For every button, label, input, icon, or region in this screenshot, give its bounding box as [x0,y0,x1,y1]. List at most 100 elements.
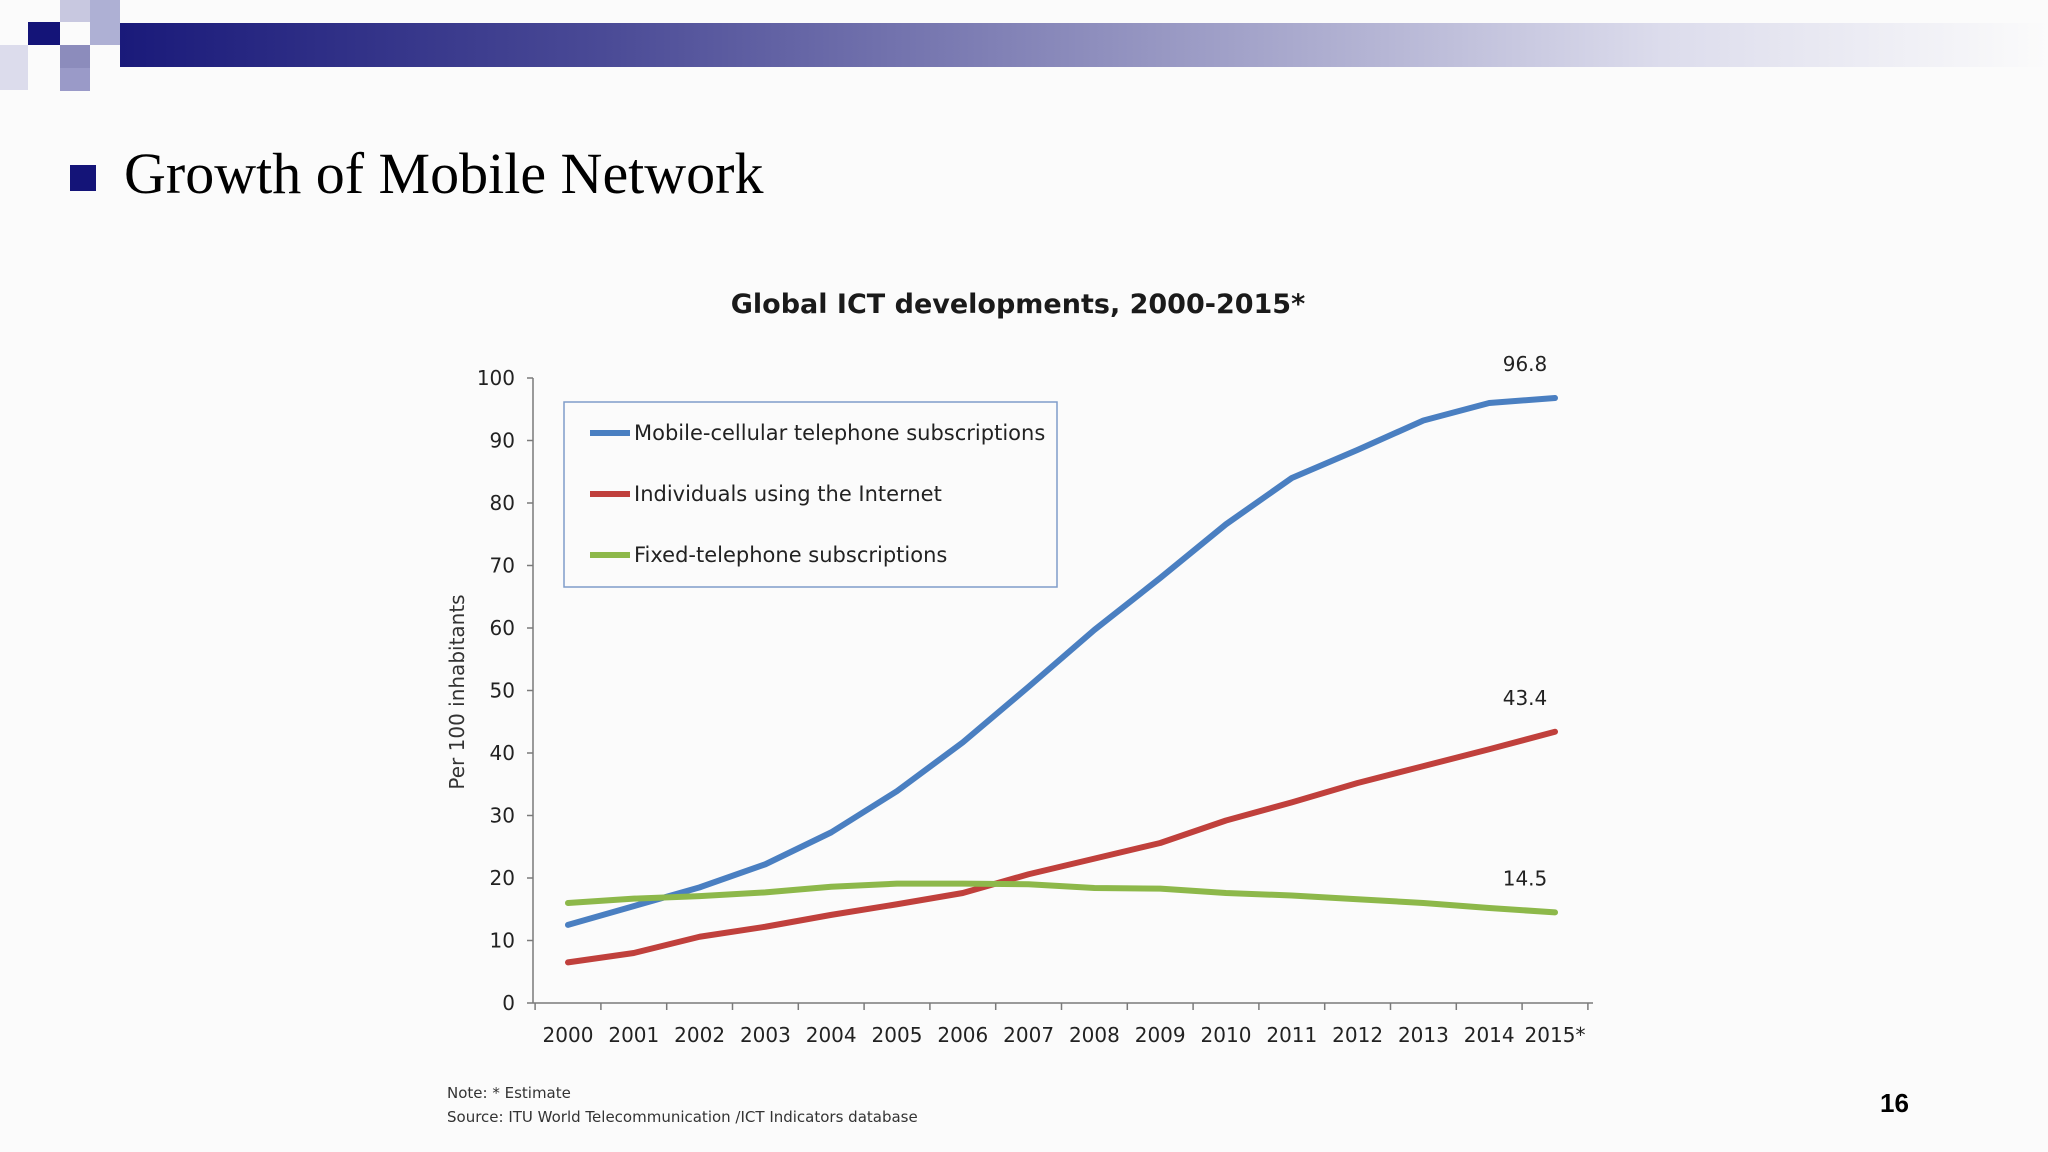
data-point [1091,627,1097,633]
data-point [697,884,703,890]
chart-source: Source: ITU World Telecommunication /ICT… [447,1108,918,1126]
chart-title: Global ICT developments, 2000-2015* [731,289,1305,320]
y-tick-label: 30 [490,804,515,828]
x-tick-label: 2003 [740,1023,791,1047]
decor-square [60,45,90,68]
data-point [828,829,834,835]
data-point [697,893,703,899]
series-line-0 [565,395,1558,928]
data-point [1420,418,1426,423]
data-point [1223,890,1229,896]
end-value-label: 96.8 [1503,352,1548,376]
x-tick-label: 2004 [806,1023,857,1047]
y-tick-label: 20 [490,866,515,890]
y-axis-label: Per 100 inhabitants [445,594,469,789]
bullet-square [70,165,96,191]
x-tick-label: 2001 [608,1023,659,1047]
x-tick-label: 2012 [1332,1023,1383,1047]
legend-box [563,401,1058,588]
end-value-label: 43.4 [1503,686,1548,710]
x-tick-label: 2005 [872,1023,923,1047]
legend: Mobile-cellular telephone subscriptions I… [563,401,1058,588]
data-point [1355,780,1361,786]
data-point [1289,475,1295,481]
data-point [960,881,966,887]
decor-square [90,0,120,45]
data-point [1026,881,1032,887]
y-tick-label: 50 [490,679,515,703]
data-point [960,739,966,745]
data-point [762,861,768,867]
decor-square [60,68,90,91]
data-point [1026,684,1032,690]
x-tick-label: 2010 [1201,1023,1252,1047]
data-point [828,912,834,918]
data-point [1026,871,1032,877]
data-point [1420,763,1426,769]
data-point [1486,746,1492,752]
x-tick-label: 2014 [1464,1023,1515,1047]
data-point [565,922,571,928]
x-tick-label: 2002 [674,1023,725,1047]
x-tick-label: 2011 [1266,1023,1317,1047]
chart-note: Note: * Estimate [447,1084,571,1102]
series-line-1 [565,728,1558,966]
series-line-2 [565,880,1558,916]
end-value-label: 14.5 [1503,866,1548,890]
end-labels: 96.8 43.4 14.5 [1503,352,1548,890]
legend-entry: Mobile-cellular telephone subscriptions [634,421,1045,445]
data-point [1355,896,1361,902]
legend-entry: Fixed-telephone subscriptions [634,543,947,567]
data-point [631,950,637,956]
data-point [894,881,900,887]
data-point [1091,885,1097,891]
decor-square [0,45,28,90]
x-tick-label: 2008 [1069,1023,1120,1047]
y-tick-label: 10 [490,929,515,953]
decor-square [28,22,60,45]
data-point [1486,905,1492,911]
data-point [1355,447,1361,453]
slide-title: Growth of Mobile Network [124,141,764,206]
y-tick-label: 80 [490,491,515,515]
x-tick-label: 2007 [1003,1023,1054,1047]
y-tick-label: 0 [502,991,515,1015]
header-gradient-band [120,23,2048,67]
data-point [1157,840,1163,846]
page-number: 16 [1880,1088,1909,1118]
data-point [1420,900,1426,906]
data-point [1552,395,1558,401]
y-tick-label: 40 [490,741,515,765]
x-tick-label: 2009 [1135,1023,1186,1047]
axes: 0 10 20 30 40 50 60 70 80 90 100 2000 2001 2002 2003 20… [477,366,1593,1047]
y-tick-label: 70 [490,554,515,578]
data-point [960,890,966,896]
x-tick-label: 2000 [543,1023,594,1047]
data-point [1552,729,1558,735]
data-point [631,903,637,909]
x-tick-label: 2015* [1525,1023,1586,1047]
data-point [828,884,834,890]
data-point [565,900,571,906]
data-point [1157,575,1163,581]
x-tick-label: 2006 [937,1023,988,1047]
y-tick-label: 100 [477,366,515,390]
data-point [894,901,900,907]
data-point [1289,799,1295,805]
x-tick-label: 2013 [1398,1023,1449,1047]
data-point [1552,909,1558,915]
data-point [762,924,768,930]
data-point [697,934,703,940]
data-point [1486,400,1492,406]
data-point [1289,893,1295,898]
decor-square [60,0,90,22]
y-tick-label: 90 [490,429,515,453]
series-lines [565,395,1558,966]
legend-entry: Individuals using the Internet [634,482,942,506]
data-point [565,959,571,965]
data-point [894,788,900,794]
data-point [1223,818,1229,823]
data-point [1157,886,1163,892]
data-point [1223,521,1229,527]
